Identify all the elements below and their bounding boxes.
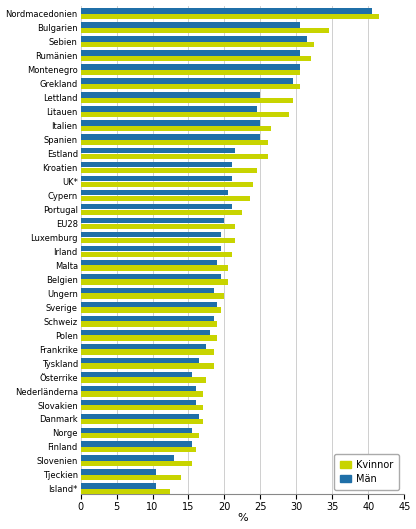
Bar	[81, 196, 250, 201]
Bar	[81, 484, 156, 489]
Bar	[81, 391, 203, 397]
Bar	[81, 260, 217, 265]
Bar	[81, 78, 293, 84]
Bar	[81, 294, 225, 299]
Bar	[81, 232, 221, 238]
Bar	[81, 209, 243, 215]
Bar	[81, 92, 260, 98]
Bar	[81, 344, 206, 349]
Bar	[81, 302, 217, 307]
Bar	[81, 358, 199, 363]
X-axis label: %: %	[237, 514, 248, 523]
Bar	[81, 140, 267, 145]
Bar	[81, 288, 214, 293]
Bar	[81, 316, 214, 321]
Bar	[81, 335, 217, 341]
Bar	[81, 50, 300, 56]
Bar	[81, 372, 192, 377]
Bar	[81, 224, 235, 229]
Bar	[81, 134, 260, 140]
Bar	[81, 349, 214, 354]
Bar	[81, 377, 206, 382]
Bar	[81, 218, 225, 223]
Bar	[81, 414, 199, 419]
Bar	[81, 70, 300, 75]
Bar	[81, 469, 156, 475]
Bar	[81, 238, 235, 243]
Bar	[81, 461, 192, 467]
Bar	[81, 176, 232, 181]
Bar	[81, 106, 257, 112]
Bar	[81, 84, 300, 89]
Bar	[81, 126, 271, 131]
Bar	[81, 442, 192, 447]
Bar	[81, 455, 174, 461]
Bar	[81, 279, 228, 285]
Bar	[81, 307, 221, 313]
Bar	[81, 112, 289, 117]
Bar	[81, 42, 314, 47]
Bar	[81, 399, 196, 405]
Bar	[81, 405, 203, 411]
Bar	[81, 98, 293, 103]
Bar	[81, 204, 232, 209]
Bar	[81, 8, 372, 14]
Bar	[81, 65, 300, 70]
Bar	[81, 148, 235, 153]
Bar	[81, 330, 210, 335]
Bar	[81, 14, 379, 20]
Bar	[81, 363, 214, 369]
Bar	[81, 246, 221, 251]
Bar	[81, 181, 253, 187]
Bar	[81, 447, 196, 452]
Bar	[81, 190, 228, 195]
Bar	[81, 266, 228, 271]
Legend: Kvinnor, Män: Kvinnor, Män	[334, 454, 399, 489]
Bar	[81, 251, 232, 257]
Bar	[81, 154, 267, 159]
Bar	[81, 475, 181, 480]
Bar	[81, 433, 199, 439]
Bar	[81, 419, 203, 424]
Bar	[81, 321, 217, 327]
Bar	[81, 37, 307, 42]
Bar	[81, 489, 171, 494]
Bar	[81, 162, 232, 168]
Bar	[81, 28, 329, 33]
Bar	[81, 56, 311, 61]
Bar	[81, 120, 260, 125]
Bar	[81, 168, 257, 173]
Bar	[81, 427, 192, 433]
Bar	[81, 386, 196, 391]
Bar	[81, 274, 221, 279]
Bar	[81, 22, 300, 28]
